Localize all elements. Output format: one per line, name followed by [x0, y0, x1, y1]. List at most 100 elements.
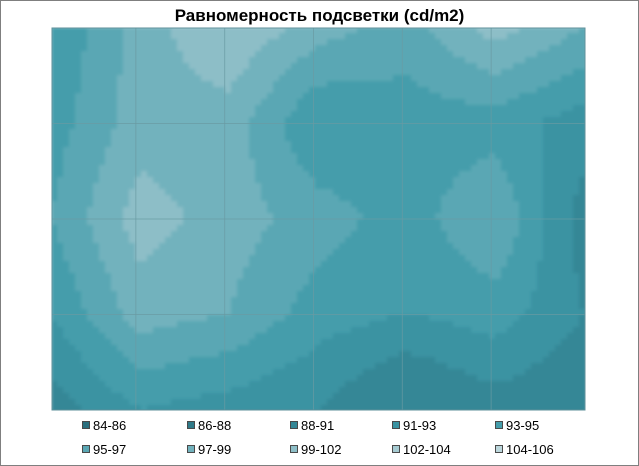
contour-cell [213, 159, 221, 167]
contour-cell [543, 231, 551, 239]
contour-cell [471, 171, 479, 179]
contour-cell [63, 231, 71, 239]
contour-cell [303, 255, 311, 263]
contour-cell [153, 357, 161, 365]
contour-cell [195, 333, 203, 341]
contour-cell [501, 51, 509, 59]
contour-cell [213, 165, 221, 173]
contour-cell [321, 219, 329, 227]
contour-cell [465, 153, 473, 161]
contour-cell [477, 225, 485, 233]
contour-cell [201, 129, 209, 137]
contour-cell [525, 183, 533, 191]
contour-cell [57, 183, 65, 191]
contour-cell [87, 267, 95, 275]
contour-cell [423, 147, 431, 155]
contour-cell [573, 207, 581, 215]
contour-cell [261, 255, 269, 263]
contour-cell [153, 28, 161, 35]
contour-cell [123, 273, 131, 281]
contour-cell [279, 171, 287, 179]
contour-cell [357, 195, 365, 203]
contour-cell [75, 261, 83, 269]
contour-cell [225, 159, 233, 167]
contour-cell [327, 93, 335, 101]
contour-cell [99, 129, 107, 137]
contour-cell [567, 267, 575, 275]
contour-cell [213, 339, 221, 347]
contour-cell [207, 165, 215, 173]
contour-cell [417, 57, 425, 65]
contour-cell [357, 279, 365, 287]
contour-cell [561, 255, 569, 263]
contour-cell [303, 303, 311, 311]
contour-cell [399, 51, 407, 59]
contour-cell [441, 291, 449, 299]
contour-cell [231, 189, 239, 197]
contour-cell [411, 213, 419, 221]
contour-cell [99, 81, 107, 89]
contour-cell [213, 81, 221, 89]
contour-cell [201, 147, 209, 155]
contour-cell [369, 153, 377, 161]
contour-cell [231, 183, 239, 191]
contour-cell [52, 195, 59, 203]
contour-cell [243, 45, 251, 53]
contour-cell [579, 273, 585, 281]
contour-cell [453, 273, 461, 281]
contour-cell [369, 243, 377, 251]
contour-cell [567, 63, 575, 71]
contour-cell [483, 28, 491, 35]
contour-cell [105, 297, 113, 305]
contour-cell [345, 183, 353, 191]
contour-cell [567, 261, 575, 269]
contour-cell [507, 339, 515, 347]
contour-cell [501, 129, 509, 137]
contour-cell [237, 123, 245, 131]
contour-cell [165, 45, 173, 53]
contour-cell [183, 165, 191, 173]
contour-cell [507, 105, 515, 113]
contour-cell [489, 201, 497, 209]
contour-cell [327, 285, 335, 293]
contour-cell [285, 129, 293, 137]
contour-cell [279, 303, 287, 311]
contour-cell [519, 45, 527, 53]
contour-cell [261, 51, 269, 59]
contour-cell [237, 177, 245, 185]
contour-cell [363, 99, 371, 107]
contour-cell [489, 87, 497, 95]
contour-cell [429, 309, 437, 317]
contour-cell [399, 189, 407, 197]
contour-cell [183, 237, 191, 245]
contour-cell [243, 177, 251, 185]
contour-cell [333, 159, 341, 167]
contour-cell [57, 351, 65, 359]
contour-cell [273, 285, 281, 293]
contour-cell [381, 165, 389, 173]
contour-cell [147, 303, 155, 311]
contour-cell [573, 75, 581, 83]
contour-cell [129, 357, 137, 365]
contour-cell [147, 351, 155, 359]
contour-cell [525, 237, 533, 245]
contour-cell [453, 63, 461, 71]
contour-cell [135, 321, 143, 329]
contour-cell [147, 339, 155, 347]
contour-cell [549, 147, 557, 155]
contour-cell [501, 249, 509, 257]
contour-cell [135, 315, 143, 323]
contour-cell [153, 183, 161, 191]
contour-cell [333, 28, 341, 35]
contour-cell [153, 159, 161, 167]
contour-cell [357, 219, 365, 227]
contour-cell [459, 225, 467, 233]
contour-cell [375, 219, 383, 227]
contour-cell [513, 129, 521, 137]
contour-cell [561, 297, 569, 305]
contour-cell [243, 81, 251, 89]
contour-cell [399, 285, 407, 293]
contour-cell [573, 249, 581, 257]
contour-cell [321, 28, 329, 35]
contour-cell [507, 39, 515, 47]
